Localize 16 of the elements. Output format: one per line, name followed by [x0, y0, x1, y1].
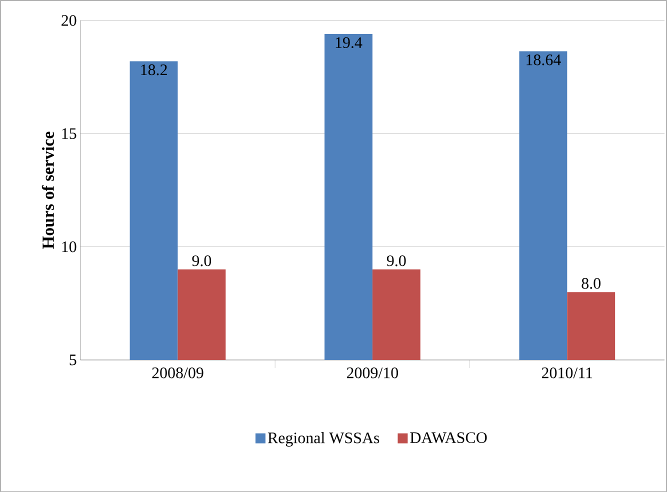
y-tick-label: 15: [62, 128, 76, 139]
y-tick-label: 10: [62, 241, 76, 252]
x-tick-label: 2008/09: [152, 367, 204, 378]
x-tick-label: 2010/11: [542, 367, 592, 378]
y-tick-label: 5: [70, 354, 76, 366]
x-tick-label: 2009/10: [346, 367, 398, 378]
data-label: 9.0: [192, 255, 212, 266]
data-label: 18.64: [526, 54, 561, 66]
legend-label: DAWASCO: [410, 432, 487, 443]
y-tick-label: 20: [62, 14, 76, 26]
data-label: 19.4: [336, 37, 362, 48]
data-label: 18.2: [141, 64, 167, 76]
legend-label: Regional WSSAs: [268, 432, 380, 446]
data-label: 9.0: [386, 255, 406, 266]
y-axis-title: Hours of service: [42, 132, 54, 249]
data-label: 8.0: [582, 278, 600, 289]
